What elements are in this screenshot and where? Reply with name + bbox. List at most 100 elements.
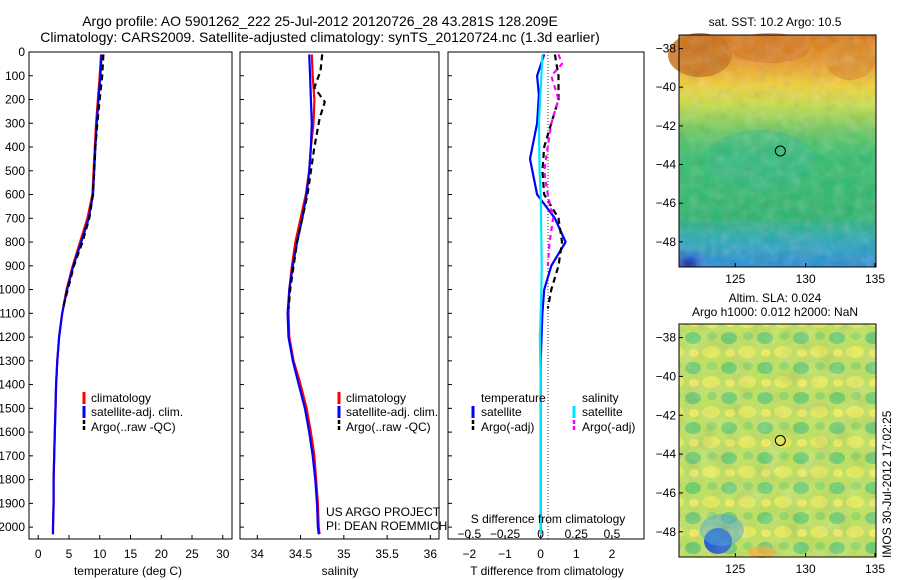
figure-title-line-2: Climatology: CARS2009. Satellite-adjuste… xyxy=(40,29,600,45)
map-x-tick-label: 135 xyxy=(865,272,885,286)
legend-label-sal-argo: Argo(-adj) xyxy=(582,420,635,434)
depth-tick-label: 0 xyxy=(18,45,25,59)
depth-tick-label: 600 xyxy=(5,188,25,202)
x-tick-label: 10 xyxy=(93,547,107,561)
series-line-climatology xyxy=(287,54,321,535)
series-line-temperature-argo-adj xyxy=(541,54,564,309)
series-line-salinity-argo-adj xyxy=(543,54,564,266)
temperature-legend: climatology satellite-adj. clim. Argo(..… xyxy=(82,391,183,434)
difference-x-ticks: −2 −1 0 1 2−0.5 −0.25 0 0.25 0.5 xyxy=(458,527,621,561)
map-x-tick-label: 125 xyxy=(725,562,745,576)
depth-tick-label: 900 xyxy=(5,259,25,273)
depth-tick-label: 2000 xyxy=(0,520,25,534)
map-x-tick-label: 130 xyxy=(796,562,816,576)
difference-s-label: S difference from climatology xyxy=(471,512,626,526)
credit-project: US ARGO PROJECT xyxy=(326,505,441,519)
map-y-tick-label: −42 xyxy=(656,408,677,422)
salinity-x-ticks: 34 34.5 35 35.5 36 xyxy=(251,535,438,561)
series-line-satellite-adj-clim xyxy=(51,54,103,535)
depth-tick-label: 300 xyxy=(5,116,25,130)
x-tick-label: 0 xyxy=(35,547,42,561)
depth-tick-label: 1100 xyxy=(0,306,25,320)
legend-label-temp-argo: Argo(-adj) xyxy=(481,420,534,434)
sla-texture xyxy=(679,324,876,557)
x-tick-label: 5 xyxy=(66,547,73,561)
depth-tick-label: 400 xyxy=(5,140,25,154)
map-y-tick-label: −44 xyxy=(656,158,677,172)
s-diff-tick-label: −0.5 xyxy=(458,527,482,541)
legend-label-climatology: climatology xyxy=(91,391,151,405)
sla-map-title-line-1: Altim. SLA: 0.024 xyxy=(729,291,822,305)
sst-texture xyxy=(679,35,876,267)
map-y-tick-label: −48 xyxy=(656,235,677,249)
s-diff-tick-label: 0.5 xyxy=(604,527,621,541)
temperature-plot-frame xyxy=(28,51,233,540)
difference-t-label: T difference from climatology xyxy=(470,564,624,578)
map-y-tick-label: −48 xyxy=(656,525,677,539)
x-tick-label: 36 xyxy=(424,547,438,561)
x-tick-label: 20 xyxy=(155,547,169,561)
salinity-plot-frame xyxy=(239,51,440,540)
depth-tick-label: 800 xyxy=(5,235,25,249)
legend-heading-temperature: temperature xyxy=(481,391,546,405)
series-line-climatology xyxy=(51,54,103,535)
map-y-tick-label: −46 xyxy=(656,196,677,210)
temperature-x-label: temperature (deg C) xyxy=(74,564,182,578)
depth-tick-label: 1600 xyxy=(0,425,25,439)
difference-series xyxy=(528,54,567,535)
map-x-tick-label: 135 xyxy=(865,562,885,576)
x-tick-label: 2 xyxy=(609,547,616,561)
salinity-x-label: salinity xyxy=(322,564,359,578)
map-y-tick-label: −38 xyxy=(656,42,677,56)
depth-tick-label: 1300 xyxy=(0,354,25,368)
series-line-argo-raw-qc xyxy=(287,54,326,309)
depth-axis: 0 100 200 300 400 500 600 700 800 900 1000 1100 1200… xyxy=(0,45,452,534)
legend-label-sal-satellite: satellite xyxy=(582,405,623,419)
depth-tick-label: 200 xyxy=(5,93,25,107)
x-tick-label: 35.5 xyxy=(375,547,399,561)
legend-label-argo: Argo(..raw -QC) xyxy=(346,420,431,434)
series-line-argo-raw-qc xyxy=(61,54,105,309)
sla-map-title-line-2: Argo h1000: 0.012 h2000: NaN xyxy=(692,305,858,319)
legend-label-climatology: climatology xyxy=(346,391,406,405)
map-y-tick-label: −40 xyxy=(656,80,677,94)
depth-tick-label: 1800 xyxy=(0,473,25,487)
x-tick-label: 30 xyxy=(216,547,230,561)
depth-tick-label: 1200 xyxy=(0,330,25,344)
salinity-series xyxy=(286,54,326,535)
depth-tick-label: 1000 xyxy=(0,283,25,297)
temperature-x-ticks: 0 5 10 15 20 25 30 xyxy=(35,535,230,561)
depth-tick-label: 100 xyxy=(5,69,25,83)
difference-plot-frame xyxy=(447,51,645,540)
argo-location-marker xyxy=(774,435,786,446)
map-x-tick-label: 125 xyxy=(725,272,745,286)
x-tick-label: 34 xyxy=(251,547,265,561)
imos-stamp: IMOS 30-Jul-2012 17:02:25 xyxy=(880,410,894,558)
s-diff-tick-label: −0.25 xyxy=(490,527,521,541)
x-tick-label: −2 xyxy=(463,547,477,561)
series-line-temperature-satellite xyxy=(528,54,567,535)
x-tick-label: 15 xyxy=(124,547,138,561)
depth-tick-label: 500 xyxy=(5,164,25,178)
x-tick-label: 25 xyxy=(185,547,199,561)
series-line-salinity-satellite xyxy=(537,54,544,535)
map-y-tick-label: −44 xyxy=(656,447,677,461)
depth-tick-label: 700 xyxy=(5,211,25,225)
salinity-legend: climatology satellite-adj. clim. Argo(..… xyxy=(337,391,438,434)
legend-label-satellite: satellite-adj. clim. xyxy=(346,405,438,419)
x-tick-label: 1 xyxy=(573,547,580,561)
sst-map-ticks: 125 130 135 −38 −40 −42 −44 −46 −48 xyxy=(656,42,886,286)
sla-map: 125 130 135 −38 −40 −42 −44 −46 −48 xyxy=(656,323,885,576)
legend-label-temp-satellite: satellite xyxy=(481,405,522,419)
depth-tick-label: 1900 xyxy=(0,496,25,510)
map-y-tick-label: −46 xyxy=(656,486,677,500)
difference-legend: temperature salinity satellite Argo(-adj… xyxy=(471,391,635,434)
s-diff-tick-label: 0.25 xyxy=(565,527,589,541)
legend-heading-salinity: salinity xyxy=(582,391,619,405)
depth-tick-label: 1700 xyxy=(0,449,25,463)
sst-map-frame xyxy=(678,34,877,268)
map-x-tick-label: 130 xyxy=(796,272,816,286)
map-y-tick-label: −38 xyxy=(656,331,677,345)
sst-map-title: sat. SST: 10.2 Argo: 10.5 xyxy=(709,15,842,29)
x-tick-label: 34.5 xyxy=(289,547,313,561)
